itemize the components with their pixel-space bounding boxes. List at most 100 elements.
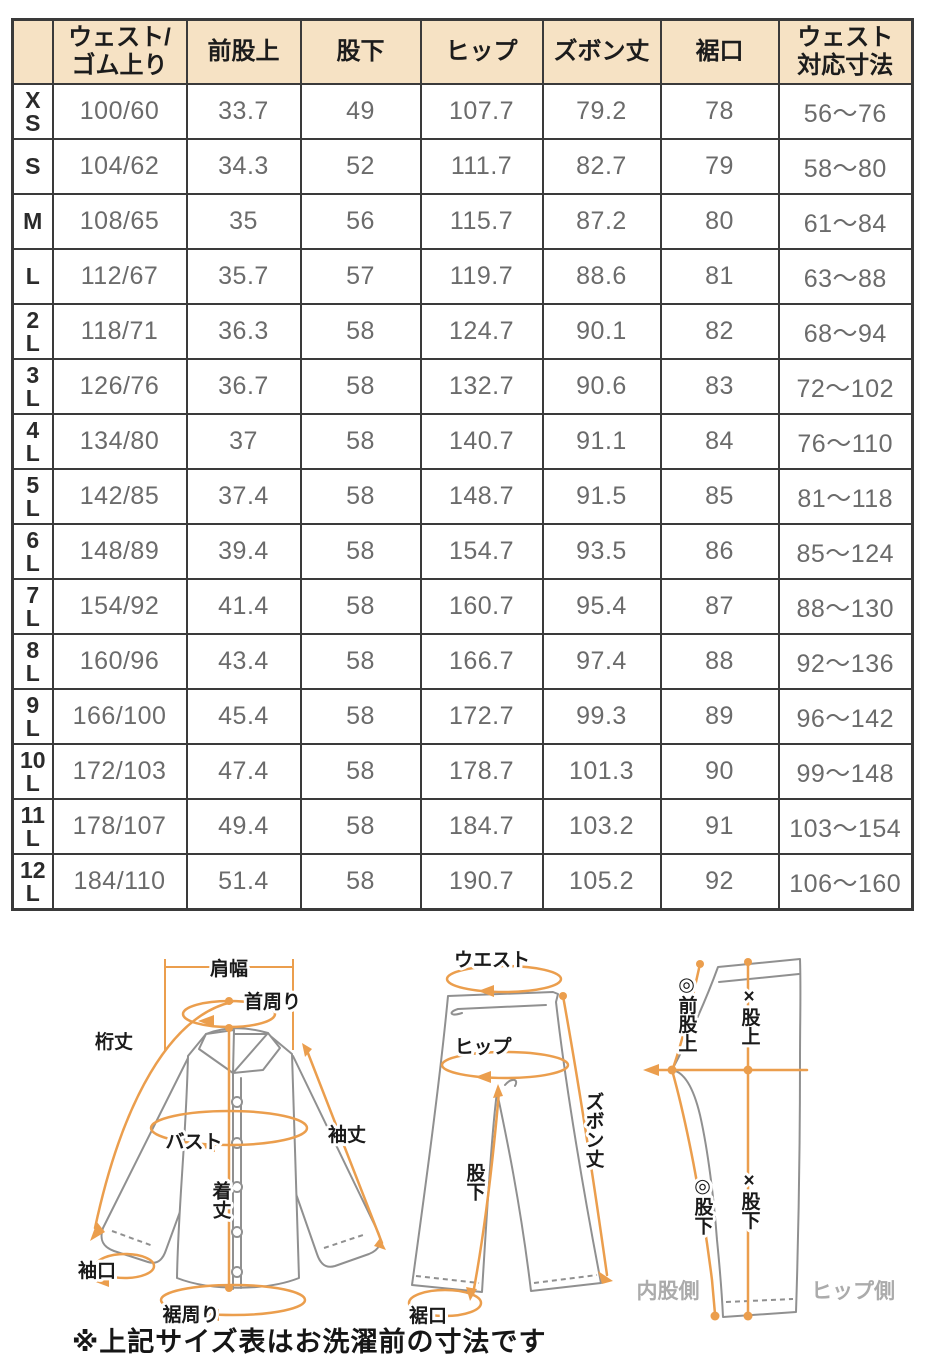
value-cell: 61〜84 bbox=[777, 193, 914, 250]
value-cell: 80 bbox=[659, 193, 780, 250]
value-cell: 79 bbox=[659, 138, 780, 195]
label-bust: バスト bbox=[165, 1131, 222, 1153]
value-cell: 85 bbox=[659, 468, 780, 525]
label-neck: 首周り bbox=[244, 990, 301, 1013]
pants-waist-seam bbox=[450, 1004, 547, 1016]
value-cell: 58 bbox=[299, 468, 422, 525]
crotch-line-arrow bbox=[643, 1064, 659, 1076]
value-cell: 37 bbox=[185, 413, 302, 470]
value-cell: 88 bbox=[659, 633, 780, 690]
size-cell: 4 L bbox=[11, 413, 54, 470]
value-cell: 88.6 bbox=[541, 248, 662, 305]
value-cell: 172/103 bbox=[51, 743, 188, 800]
pants-side-diagram: ◎前股上 ×股上 ◎股下 ×股下 内股側 ヒップ側 bbox=[634, 958, 898, 1321]
value-cell: 95.4 bbox=[541, 578, 662, 635]
column-header: 裾口 bbox=[659, 18, 780, 85]
value-cell: 154.7 bbox=[419, 523, 544, 580]
value-cell: 81〜118 bbox=[777, 468, 914, 525]
label-hem-opening: 裾口 bbox=[409, 1304, 447, 1327]
value-cell: 58 bbox=[299, 743, 422, 800]
label-hip-side: ヒップ側 bbox=[811, 1280, 895, 1303]
value-cell: 100/60 bbox=[51, 83, 188, 140]
column-header: ヒップ bbox=[419, 18, 544, 85]
label-shoulder-width: 肩幅 bbox=[210, 957, 248, 980]
value-cell: 57 bbox=[299, 248, 422, 305]
value-cell: 58 bbox=[299, 578, 422, 635]
table-row: 4 L 134/80 37 58 140.7 91.1 84 76〜110 bbox=[11, 413, 914, 470]
value-cell: 58〜80 bbox=[777, 138, 914, 195]
value-cell: 178.7 bbox=[419, 743, 544, 800]
value-cell: 81 bbox=[659, 248, 780, 305]
value-cell: 93.5 bbox=[541, 523, 662, 580]
value-cell: 58 bbox=[299, 413, 422, 470]
hem-around-arrow bbox=[203, 1309, 219, 1321]
size-cell: 2 L bbox=[11, 303, 54, 360]
value-cell: 84 bbox=[659, 413, 780, 470]
value-cell: 140.7 bbox=[419, 413, 544, 470]
value-cell: 35.7 bbox=[185, 248, 302, 305]
value-cell: 56 bbox=[299, 193, 422, 250]
size-cell: 6 L bbox=[11, 523, 54, 580]
footer-note: ※上記サイズ表はお洗濯前の寸法です bbox=[72, 1327, 547, 1357]
pants-length-line bbox=[561, 994, 609, 1277]
label-waist: ウエスト bbox=[454, 949, 530, 971]
pants-hem-stitch bbox=[415, 1274, 598, 1284]
table-row: 3 L 126/76 36.7 58 132.7 90.6 83 72〜102 bbox=[11, 358, 914, 415]
table-row: M 108/65 35 56 115.7 87.2 80 61〜84 bbox=[11, 193, 914, 250]
shirt-diagram: 肩幅 首周り 桁丈 バスト 袖丈 着丈 袖口 裾周り bbox=[75, 954, 386, 1329]
size-cell: 3 L bbox=[11, 358, 54, 415]
table-row: 5 L 142/85 37.4 58 148.7 91.5 85 81〜118 bbox=[11, 468, 914, 525]
inseam-front-line bbox=[670, 1068, 717, 1316]
value-cell: 124.7 bbox=[419, 303, 544, 360]
sleeve-length-line bbox=[304, 1046, 384, 1245]
size-cell: M bbox=[11, 193, 54, 250]
table-row: S 104/62 34.3 52 111.7 82.7 79 58〜80 bbox=[11, 138, 914, 195]
shirt-button bbox=[231, 1137, 243, 1149]
size-cell: X S bbox=[11, 83, 54, 140]
value-cell: 91.5 bbox=[541, 468, 662, 525]
hem-opening-ellipse bbox=[407, 1288, 483, 1318]
cuff-arrow bbox=[93, 1275, 109, 1287]
value-cell: 105.2 bbox=[541, 853, 662, 911]
value-cell: 111.7 bbox=[419, 138, 544, 195]
value-cell: 92 bbox=[659, 853, 780, 911]
value-cell: 89 bbox=[659, 688, 780, 745]
value-cell: 82 bbox=[659, 303, 780, 360]
value-cell: 83 bbox=[659, 358, 780, 415]
value-cell: 91 bbox=[659, 798, 780, 855]
shirt-collar bbox=[205, 1027, 269, 1035]
label-inner-side: 内股側 bbox=[637, 1279, 700, 1303]
value-cell: 107.7 bbox=[419, 83, 544, 140]
table-row: L 112/67 35.7 57 119.7 88.6 81 63〜88 bbox=[11, 248, 914, 305]
value-cell: 39.4 bbox=[185, 523, 302, 580]
size-cell: 11 L bbox=[11, 798, 54, 855]
value-cell: 118/71 bbox=[51, 303, 188, 360]
value-cell: 58 bbox=[299, 523, 422, 580]
table-row: 2 L 118/71 36.3 58 124.7 90.1 82 68〜94 bbox=[11, 303, 914, 360]
value-cell: 87.2 bbox=[541, 193, 662, 250]
value-cell: 134/80 bbox=[51, 413, 188, 470]
value-cell: 49.4 bbox=[185, 798, 302, 855]
table-row: 10 L 172/103 47.4 58 178.7 101.3 90 99〜148 bbox=[11, 743, 914, 800]
value-cell: 33.7 bbox=[185, 83, 302, 140]
label-rise: ×股上 bbox=[739, 987, 761, 1046]
header-row: ウェスト/ ゴム上り 前股上 股下 ヒップ ズボン丈 裾口 ウェスト 対応寸法 bbox=[11, 18, 914, 85]
hip-ellipse bbox=[440, 1050, 570, 1080]
value-cell: 160/96 bbox=[51, 633, 188, 690]
value-cell: 72〜102 bbox=[777, 358, 914, 415]
value-cell: 58 bbox=[299, 358, 422, 415]
value-cell: 90 bbox=[659, 743, 780, 800]
cuff-ellipse bbox=[94, 1252, 156, 1280]
label-cuff: 袖口 bbox=[78, 1259, 116, 1282]
pants-side-waistband bbox=[718, 973, 800, 983]
label-pants-length: ズボン丈 bbox=[583, 1091, 605, 1169]
value-cell: 96〜142 bbox=[777, 688, 914, 745]
value-cell: 106〜160 bbox=[777, 853, 914, 911]
column-header bbox=[11, 18, 54, 85]
table-row: 9 L 166/100 45.4 58 172.7 99.3 89 96〜142 bbox=[11, 688, 914, 745]
value-cell: 99.3 bbox=[541, 688, 662, 745]
waist-arrow bbox=[478, 985, 494, 997]
label-front-rise: ◎前股上 bbox=[676, 974, 698, 1053]
hip-arrow bbox=[475, 1071, 491, 1083]
size-cell: 8 L bbox=[11, 633, 54, 690]
